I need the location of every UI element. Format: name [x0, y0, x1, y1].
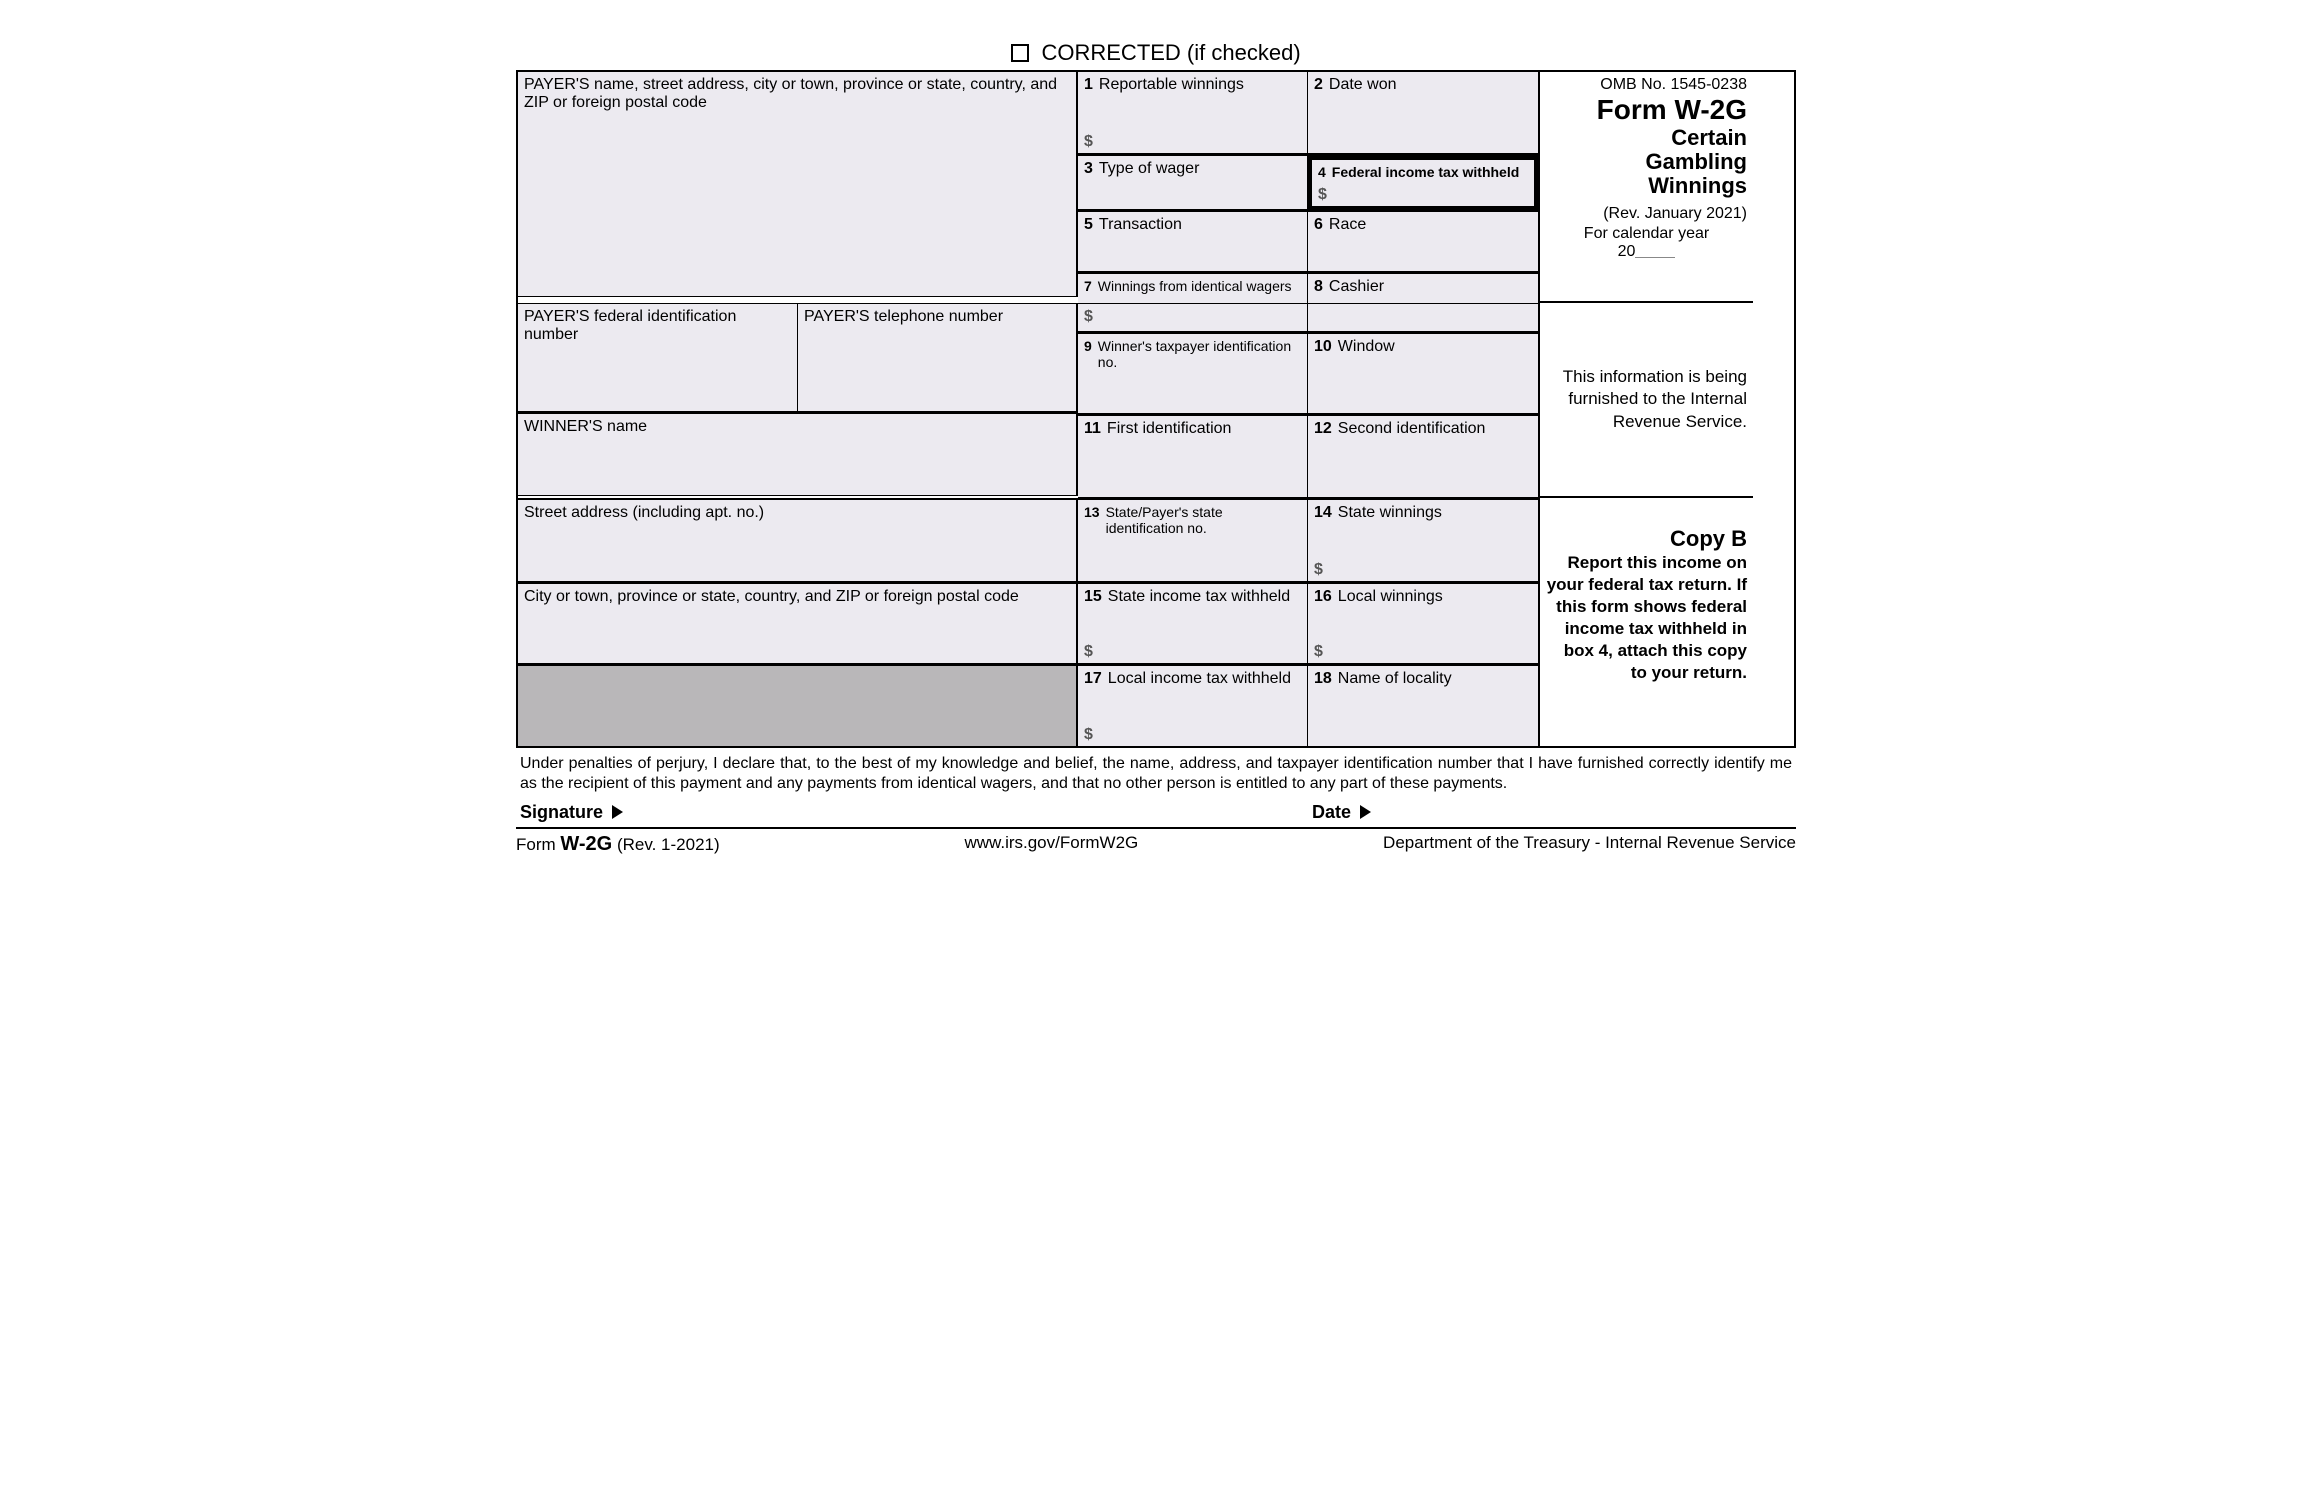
form-subtitle-3: Winnings [1546, 174, 1747, 198]
footer-rev: (Rev. 1-2021) [617, 835, 720, 854]
box-6[interactable]: 6 Race [1308, 212, 1538, 272]
box-4-federal-tax-withheld[interactable]: 4 Federal income tax withheld $ [1308, 156, 1538, 210]
box-2[interactable]: 2 Date won [1308, 72, 1538, 154]
form-w2g-container: CORRECTED (if checked) PAYER'S name, str… [516, 40, 1796, 856]
box-17[interactable]: 17 Local income tax withheld $ [1078, 666, 1308, 746]
box-11[interactable]: 11 First identification [1078, 416, 1308, 498]
payer-phone-cell[interactable]: PAYER'S telephone number [798, 304, 1078, 412]
box-12[interactable]: 12 Second identification [1308, 416, 1538, 498]
footer-dept: Department of the Treasury - Internal Re… [1383, 833, 1796, 856]
form-title: Form W-2G [1546, 94, 1747, 126]
payer-info-label: PAYER'S name, street address, city or to… [524, 76, 1057, 111]
copy-b-title: Copy B [1546, 526, 1747, 552]
street-address-cell[interactable]: Street address (including apt. no.) [518, 500, 1078, 582]
irs-info-panel: This information is being furnished to t… [1538, 303, 1753, 498]
box-8-top[interactable]: 8 Cashier [1308, 274, 1538, 303]
box-10[interactable]: 10 Window [1308, 334, 1538, 414]
footer-form-word: Form [516, 835, 556, 854]
corrected-label: CORRECTED (if checked) [1041, 40, 1300, 65]
signature-triangle-icon [612, 805, 623, 819]
reserved-cell [518, 666, 1078, 746]
irs-info-text: This information is being furnished to t… [1546, 366, 1747, 432]
payer-info-cell[interactable]: PAYER'S name, street address, city or to… [518, 72, 1078, 297]
revision-label: (Rev. January 2021) [1546, 205, 1747, 223]
payer-fed-id-cell[interactable]: PAYER'S federal identification number [518, 304, 798, 412]
calendar-year-label: For calendar year [1546, 225, 1747, 243]
form-footer: Form W-2G (Rev. 1-2021) www.irs.gov/Form… [516, 829, 1796, 856]
box-3[interactable]: 3 Type of wager [1078, 156, 1308, 210]
omb-number: OMB No. 1545-0238 [1546, 76, 1747, 94]
form-subtitle-2: Gambling [1546, 150, 1747, 174]
box-9[interactable]: 9 Winner's taxpayer identification no. [1078, 334, 1308, 414]
footer-form-code: W-2G [560, 833, 612, 855]
box-13[interactable]: 13 State/Payer's state identification no… [1078, 500, 1308, 582]
footer-url: www.irs.gov/FormW2G [964, 833, 1138, 856]
corrected-header: CORRECTED (if checked) [516, 40, 1796, 66]
box-7-top[interactable]: 7 Winnings from identical wagers [1078, 274, 1308, 303]
box-18[interactable]: 18 Name of locality [1308, 666, 1538, 746]
perjury-statement: Under penalties of perjury, I declare th… [516, 748, 1796, 796]
form-header-panel: OMB No. 1545-0238 Form W-2G Certain Gamb… [1538, 72, 1753, 303]
signature-row: Signature Date [516, 796, 1796, 829]
year-blank[interactable] [1635, 244, 1675, 258]
copy-b-panel: Copy B Report this income on your federa… [1538, 498, 1753, 746]
city-zip-cell[interactable]: City or town, province or state, country… [518, 584, 1078, 664]
box-8-bottom[interactable] [1308, 304, 1538, 332]
winner-name-cell[interactable]: WINNER'S name [518, 414, 1078, 496]
date-label: Date [1312, 802, 1351, 822]
copy-b-text: Report this income on your federal tax r… [1546, 552, 1747, 685]
year-prefix: 20 [1618, 243, 1636, 260]
box-5[interactable]: 5 Transaction [1078, 212, 1308, 272]
signature-label: Signature [520, 802, 603, 822]
form-subtitle-1: Certain [1546, 126, 1747, 150]
box-1[interactable]: 1 Reportable winnings $ [1078, 72, 1308, 154]
date-triangle-icon [1360, 805, 1371, 819]
main-form-grid: PAYER'S name, street address, city or to… [516, 70, 1796, 748]
box-16[interactable]: 16 Local winnings $ [1308, 584, 1538, 664]
box-14[interactable]: 14 State winnings $ [1308, 500, 1538, 582]
box-15[interactable]: 15 State income tax withheld $ [1078, 584, 1308, 664]
corrected-checkbox[interactable] [1011, 44, 1029, 62]
box-7-bottom[interactable]: $ [1078, 304, 1308, 332]
